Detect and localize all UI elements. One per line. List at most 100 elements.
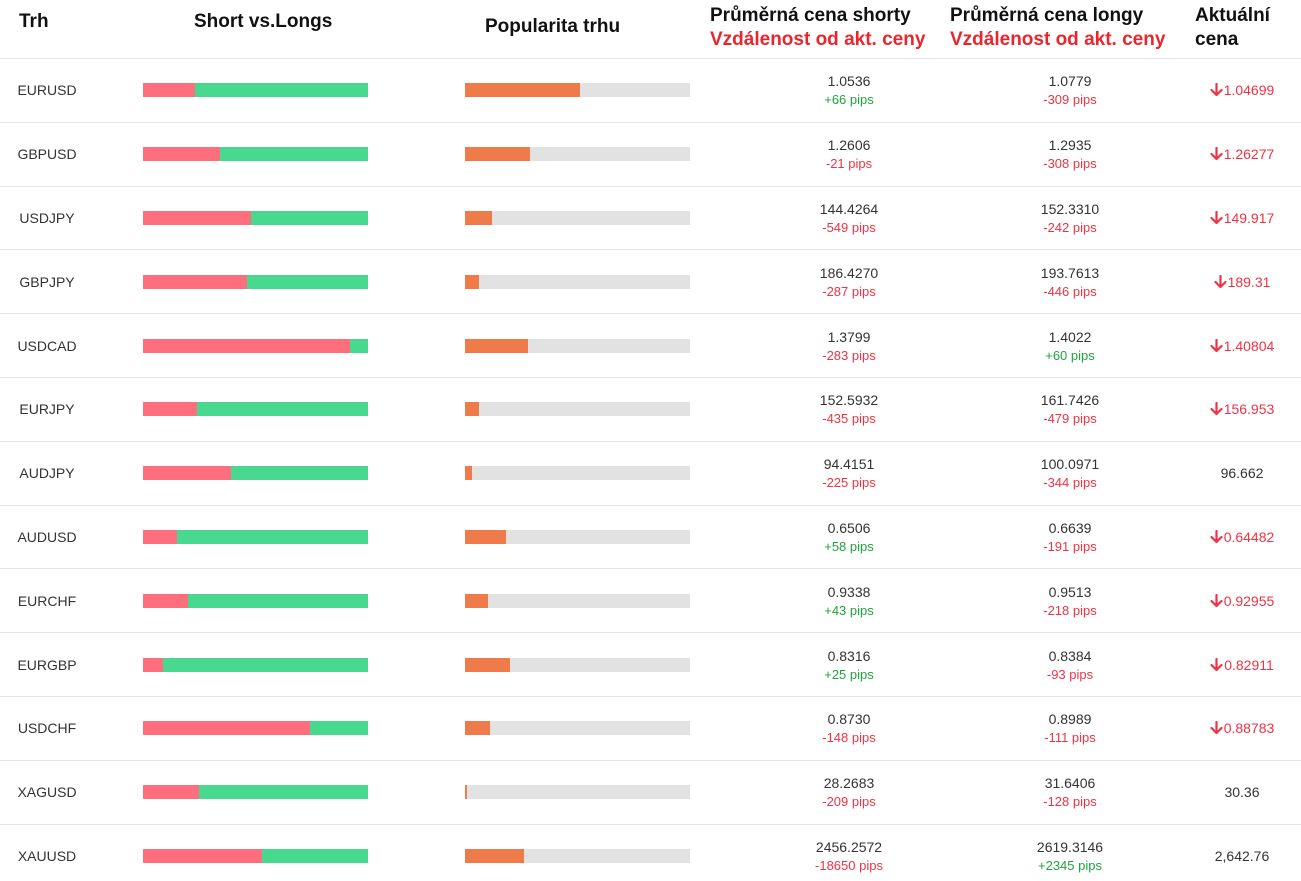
popularity-bar [465, 147, 690, 162]
avg-short-pips: -18650 pips [815, 857, 883, 873]
avg-long-pips: -446 pips [1043, 283, 1097, 299]
market-symbol[interactable]: EURCHF [17, 592, 77, 609]
header-popularity: Popularita trhu [485, 16, 621, 37]
short-vs-long-bar [143, 210, 368, 225]
avg-short-price: 1.0536 [827, 73, 871, 90]
long-segment [251, 210, 368, 225]
avg-long-price: 1.0779 [1048, 73, 1092, 90]
avg-short-cell: 0.8316 +25 pips [759, 633, 939, 696]
popularity-bar [465, 529, 690, 544]
avg-short-pips: -225 pips [822, 475, 876, 491]
avg-long-price: 100.0971 [1040, 456, 1100, 473]
table-row: GBPJPY 186.4270 -287 pips 193.7613 -446 pips… [0, 249, 1301, 313]
short-segment [143, 785, 200, 800]
header-current-price: Aktuální cena [1195, 4, 1270, 52]
avg-short-pips: -21 pips [825, 156, 873, 172]
long-segment [194, 83, 368, 98]
avg-long-cell: 0.9513 -218 pips [980, 569, 1160, 632]
current-price-value: 1.26277 [1223, 146, 1275, 163]
avg-short-price: 1.2606 [827, 137, 871, 154]
popularity-fill [465, 210, 492, 225]
popularity-bar [465, 338, 690, 353]
short-segment [143, 848, 263, 863]
table-row: GBPUSD 1.2606 -21 pips 1.2935 -308 pips 1.262… [0, 121, 1301, 186]
popularity-bar [465, 657, 690, 672]
avg-short-cell: 94.4151 -225 pips [759, 442, 939, 505]
table-row: EURGBP 0.8316 +25 pips 0.8384 -93 pips 0.8291… [0, 632, 1301, 696]
long-segment [188, 593, 368, 608]
avg-short-pips: +43 pips [824, 602, 874, 618]
market-symbol[interactable]: GBPJPY [19, 273, 75, 290]
avg-short-pips: -549 pips [822, 219, 876, 235]
arrow-down-icon [1210, 402, 1223, 416]
popularity-bar [465, 785, 690, 800]
market-symbol[interactable]: GBPUSD [17, 146, 77, 163]
avg-long-price: 161.7426 [1040, 392, 1100, 409]
popularity-bar [465, 593, 690, 608]
market-symbol[interactable]: USDCAD [17, 337, 77, 354]
long-segment [230, 466, 368, 481]
avg-long-pips: -218 pips [1043, 602, 1097, 618]
market-symbol[interactable]: EURJPY [19, 401, 75, 418]
current-price: 0.64482 [1190, 506, 1294, 569]
avg-short-cell: 1.3799 -283 pips [759, 314, 939, 377]
avg-short-pips: +25 pips [824, 666, 874, 682]
header-avg-long: Průměrná cena longy Vzdálenost od akt. c… [950, 4, 1165, 52]
current-price-value: 96.662 [1220, 465, 1264, 482]
market-symbol[interactable]: AUDUSD [17, 528, 77, 545]
arrow-down-icon [1213, 274, 1227, 288]
header-current-line2: cena [1195, 29, 1239, 50]
current-price-value: 0.82911 [1224, 656, 1274, 673]
avg-long-price: 193.7613 [1040, 264, 1100, 281]
avg-long-price: 2619.3146 [1036, 838, 1104, 855]
avg-short-cell: 186.4270 -287 pips [759, 250, 939, 313]
market-symbol[interactable]: AUDJPY [19, 465, 75, 482]
market-symbol[interactable]: USDCHF [17, 720, 77, 737]
avg-short-cell: 1.0536 +66 pips [759, 59, 939, 122]
short-segment [143, 210, 251, 225]
short-segment [143, 721, 310, 736]
popularity-bar [465, 210, 690, 225]
popularity-bar [465, 848, 690, 863]
market-symbol[interactable]: USDJPY [19, 209, 75, 226]
market-symbol[interactable]: XAUUSD [17, 847, 77, 864]
current-price: 1.40804 [1190, 314, 1294, 377]
current-price: 1.26277 [1190, 123, 1294, 186]
table-row: EURCHF 0.9338 +43 pips 0.9513 -218 pips 0.929… [0, 568, 1301, 632]
popularity-bar [465, 466, 690, 481]
popularity-fill [465, 785, 468, 800]
avg-long-pips: -309 pips [1043, 92, 1097, 108]
avg-long-pips: -344 pips [1043, 475, 1097, 491]
short-segment [143, 529, 177, 544]
avg-long-cell: 100.0971 -344 pips [980, 442, 1160, 505]
current-price-value: 156.953 [1223, 401, 1275, 418]
arrow-down-icon [1210, 338, 1223, 352]
popularity-fill [465, 83, 580, 98]
market-symbol[interactable]: XAGUSD [17, 784, 77, 801]
avg-short-cell: 0.6506 +58 pips [759, 506, 939, 569]
table-row: USDCHF 0.8730 -148 pips 0.8989 -111 pips 0.88… [0, 695, 1301, 760]
table-header: Trh Short vs.Longs Popularita trhu Průmě… [0, 0, 1301, 58]
long-segment [350, 338, 368, 353]
header-avg-short-distance: Vzdálenost od akt. ceny [710, 29, 926, 50]
popularity-bar [465, 83, 690, 98]
short-vs-long-bar [143, 721, 368, 736]
arrow-down-icon [1210, 147, 1223, 161]
popularity-fill [465, 593, 488, 608]
avg-short-price: 186.4270 [819, 264, 879, 281]
avg-short-cell: 144.4264 -549 pips [759, 187, 939, 250]
market-symbol[interactable]: EURGBP [17, 656, 77, 673]
short-vs-long-bar [143, 274, 368, 289]
short-vs-long-bar [143, 466, 368, 481]
popularity-bar [465, 274, 690, 289]
avg-short-pips: -148 pips [822, 730, 876, 746]
popularity-bar [465, 721, 690, 736]
avg-long-price: 1.4022 [1048, 328, 1092, 345]
avg-short-cell: 2456.2572 -18650 pips [759, 825, 939, 881]
market-symbol[interactable]: EURUSD [17, 82, 77, 99]
long-segment [163, 657, 368, 672]
avg-short-price: 1.3799 [827, 328, 871, 345]
popularity-fill [465, 274, 479, 289]
current-price-value: 30.36 [1224, 784, 1260, 801]
popularity-bar [465, 402, 690, 417]
